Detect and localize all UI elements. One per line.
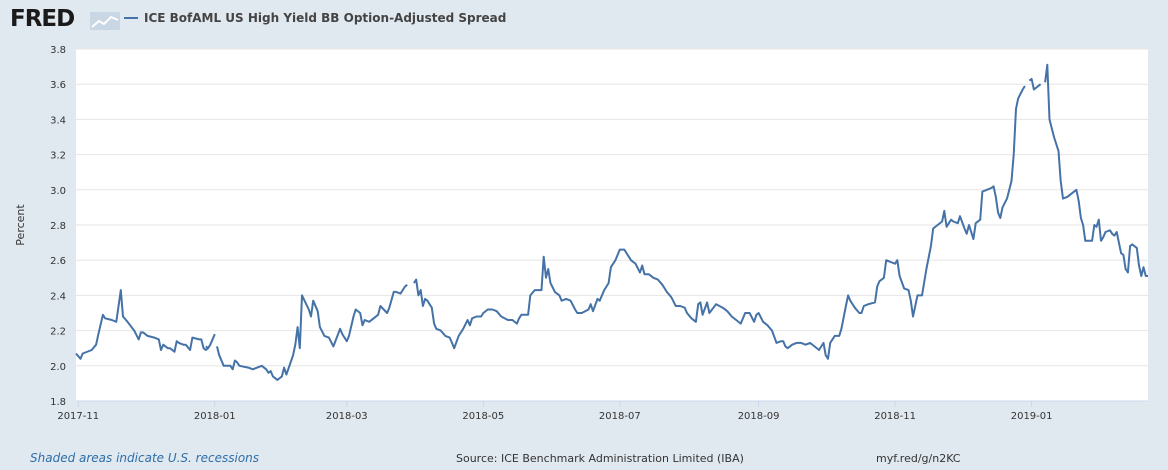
y-tick-label: 2.6 bbox=[50, 256, 66, 267]
series-line-segment bbox=[75, 289, 209, 360]
series-line-segment bbox=[1028, 77, 1042, 91]
x-axis-ticks: 2017-11 2018-01 2018-03 2018-05 2018-07 2018-… bbox=[57, 401, 1053, 422]
series-line-segment bbox=[216, 284, 408, 381]
y-tick-label: 3.6 bbox=[50, 80, 66, 91]
gridlines bbox=[76, 48, 1148, 402]
x-tick-label: 2018-01 bbox=[194, 411, 236, 422]
y-tick-label: 2.2 bbox=[50, 327, 66, 338]
y-tick-label: 1.8 bbox=[50, 397, 66, 408]
y-tick-label: 2.4 bbox=[50, 291, 66, 302]
y-tick-label: 3.8 bbox=[50, 45, 66, 56]
series-group bbox=[75, 63, 1148, 381]
fred-logo-text: FRED bbox=[10, 6, 75, 32]
series-line-segment bbox=[205, 333, 216, 350]
x-tick-label: 2019-01 bbox=[1011, 411, 1053, 422]
chart-line-icon bbox=[90, 12, 120, 30]
chart-legend[interactable]: ICE BofAML US High Yield BB Option-Adjus… bbox=[124, 11, 506, 25]
y-tick-label: 3.0 bbox=[50, 186, 66, 197]
legend-swatch bbox=[124, 17, 138, 19]
x-tick-label: 2018-03 bbox=[326, 411, 368, 422]
x-tick-label: 2017-11 bbox=[57, 411, 99, 422]
fred-logo[interactable]: FRED bbox=[10, 6, 120, 32]
y-axis-label: Percent bbox=[14, 204, 27, 246]
series-line-segment bbox=[413, 85, 1026, 360]
y-tick-label: 3.2 bbox=[50, 151, 66, 162]
y-axis-ticks: 1.8 2.0 2.2 2.4 2.6 2.8 3.0 3.2 3.4 3.6 3.8 bbox=[50, 45, 66, 408]
short-url-link[interactable]: myf.red/g/n2KC bbox=[876, 452, 961, 465]
x-tick-label: 2018-11 bbox=[874, 411, 916, 422]
x-tick-label: 2018-07 bbox=[599, 411, 641, 422]
legend-label: ICE BofAML US High Yield BB Option-Adjus… bbox=[144, 11, 507, 25]
y-tick-label: 3.4 bbox=[50, 115, 66, 126]
recession-note: Shaded areas indicate U.S. recessions bbox=[30, 451, 260, 465]
series-line-segment bbox=[1044, 63, 1148, 277]
x-tick-label: 2018-09 bbox=[738, 411, 780, 422]
y-tick-label: 2.0 bbox=[50, 362, 66, 373]
x-tick-label: 2018-05 bbox=[462, 411, 504, 422]
source-text: Source: ICE Benchmark Administration Lim… bbox=[456, 452, 744, 465]
y-tick-label: 2.8 bbox=[50, 221, 66, 232]
